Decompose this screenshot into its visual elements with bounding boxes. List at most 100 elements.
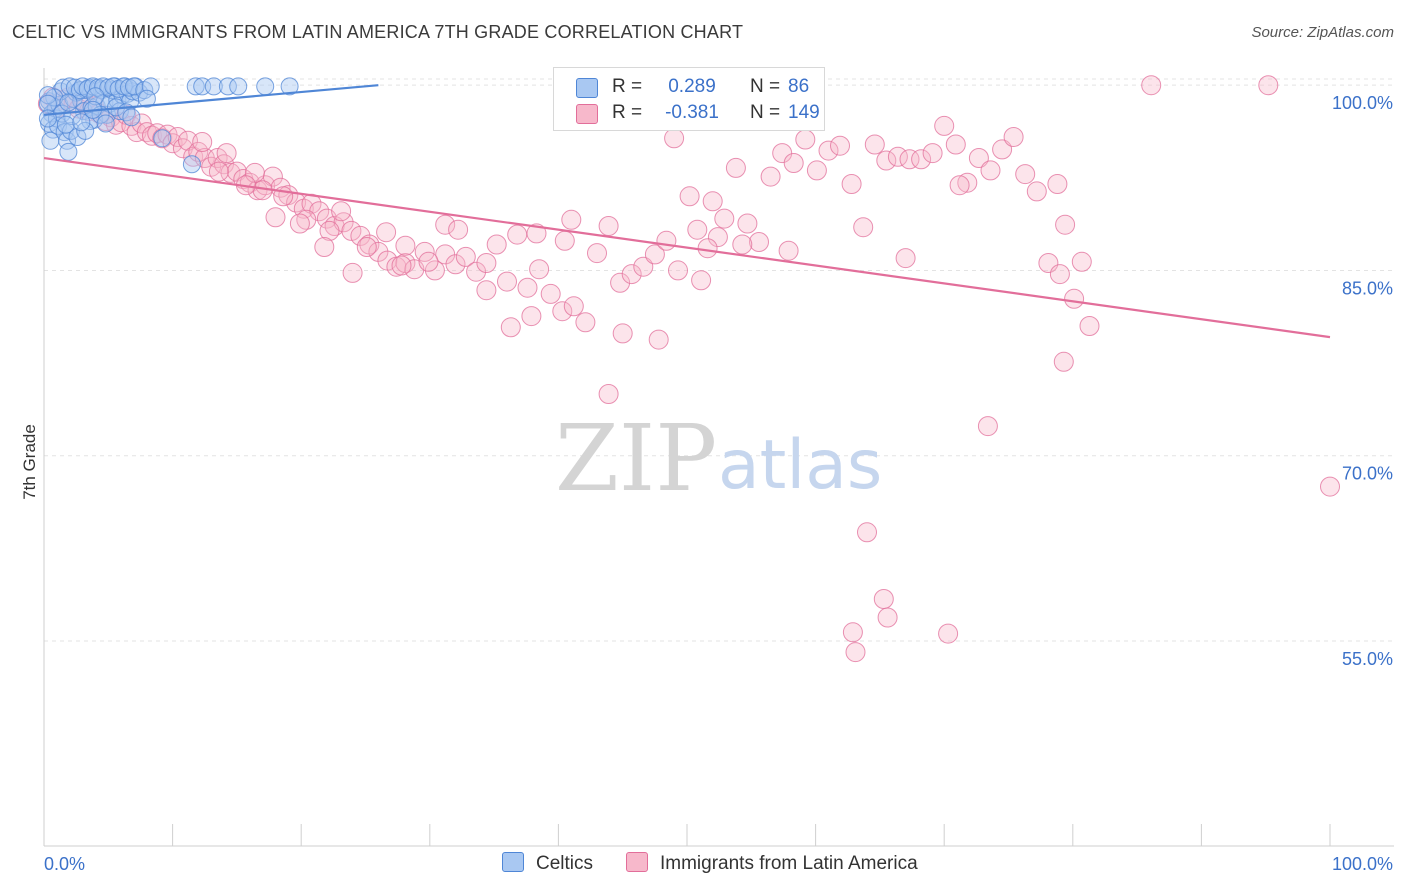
celtics-swatch	[576, 78, 598, 98]
data-point	[500, 317, 521, 338]
data-point	[81, 112, 100, 130]
data-point	[679, 186, 700, 207]
data-point	[122, 108, 141, 127]
data-point	[331, 201, 352, 222]
data-point	[876, 150, 897, 171]
data-point	[395, 235, 416, 256]
data-point	[65, 78, 84, 97]
r-label: R =	[612, 76, 643, 97]
grid-lines	[44, 78, 1394, 642]
data-point	[296, 209, 317, 230]
data-point	[208, 161, 229, 182]
data-point	[182, 155, 201, 174]
data-point	[1141, 75, 1162, 96]
data-point	[845, 642, 866, 663]
n-value: 86	[788, 76, 810, 97]
data-point	[587, 243, 607, 264]
data-point	[497, 271, 517, 292]
data-point	[644, 244, 665, 265]
data-point	[980, 160, 1001, 181]
data-point	[957, 172, 978, 193]
data-point	[1049, 264, 1070, 285]
data-point	[725, 157, 746, 178]
data-point	[749, 232, 769, 252]
data-point	[687, 219, 708, 240]
data-point	[526, 223, 547, 244]
legend-item-celtics[interactable]: Celtics	[502, 852, 593, 875]
data-point	[864, 134, 885, 155]
axes	[43, 68, 1394, 847]
data-point	[842, 622, 863, 643]
data-point	[192, 132, 213, 152]
data-point	[152, 128, 173, 149]
data-point	[911, 149, 932, 170]
data-point	[873, 589, 894, 609]
data-point	[633, 256, 654, 277]
data-point	[702, 191, 723, 212]
data-point	[760, 166, 781, 187]
series-immigrants	[37, 75, 1340, 663]
data-point	[938, 623, 959, 644]
data-point	[188, 141, 209, 162]
data-point	[857, 522, 877, 543]
data-point	[540, 283, 561, 304]
data-point	[486, 234, 507, 255]
data-point	[598, 216, 619, 236]
data-point	[841, 174, 862, 194]
data-point	[968, 148, 989, 168]
data-point	[895, 248, 916, 269]
data-point	[806, 160, 827, 181]
data-point	[229, 77, 248, 96]
data-point	[934, 115, 955, 136]
data-point	[376, 222, 397, 243]
data-point	[59, 93, 78, 112]
data-point	[265, 207, 286, 228]
axis-labels: 100.0% 85.0% 70.0% 55.0% 0.0% 100.0% 7th Grade	[20, 93, 1393, 874]
data-point	[521, 306, 542, 327]
data-point	[455, 246, 476, 267]
trend-line-immigrants	[43, 156, 1331, 339]
data-point	[664, 128, 685, 149]
n-label: N =	[750, 102, 781, 123]
data-point	[612, 323, 633, 344]
data-point	[1047, 174, 1068, 194]
data-point	[104, 77, 123, 96]
data-point	[476, 280, 497, 301]
data-point	[448, 219, 469, 240]
data-point	[86, 87, 105, 106]
data-point	[732, 234, 753, 255]
data-point	[356, 237, 377, 257]
data-point	[656, 230, 677, 251]
data-point	[707, 227, 728, 248]
data-point	[391, 255, 412, 276]
data-point	[830, 135, 850, 156]
x-tick-label: 100.0%	[1332, 854, 1393, 874]
legend-label: Celtics	[536, 853, 594, 874]
data-point	[435, 214, 456, 235]
data-point	[38, 94, 57, 113]
data-point	[1079, 316, 1100, 336]
data-point	[1071, 251, 1092, 272]
data-point	[137, 89, 156, 108]
trend-line-celtics	[43, 84, 379, 116]
data-point	[280, 77, 299, 96]
data-point	[72, 113, 91, 132]
data-point	[945, 134, 966, 155]
data-point	[167, 127, 188, 147]
legend-item-immigrants[interactable]: Immigrants from Latin America	[626, 852, 918, 875]
data-point	[563, 296, 584, 317]
r-label: R =	[612, 102, 643, 123]
data-point	[922, 143, 943, 164]
source-label: Source: ZipAtlas.com	[1251, 24, 1394, 41]
data-point	[342, 262, 363, 283]
watermark-atlas: atlas	[718, 426, 882, 505]
y-tick-label: 85.0%	[1342, 278, 1393, 298]
data-point	[218, 77, 237, 96]
data-point	[172, 138, 193, 159]
stats-legend: R = 0.289 N = 86 R = -0.381 N = 149	[553, 67, 825, 131]
data-point	[289, 213, 310, 234]
data-point	[772, 143, 793, 164]
data-point	[466, 261, 487, 282]
data-point	[691, 270, 712, 291]
data-point	[697, 238, 718, 259]
